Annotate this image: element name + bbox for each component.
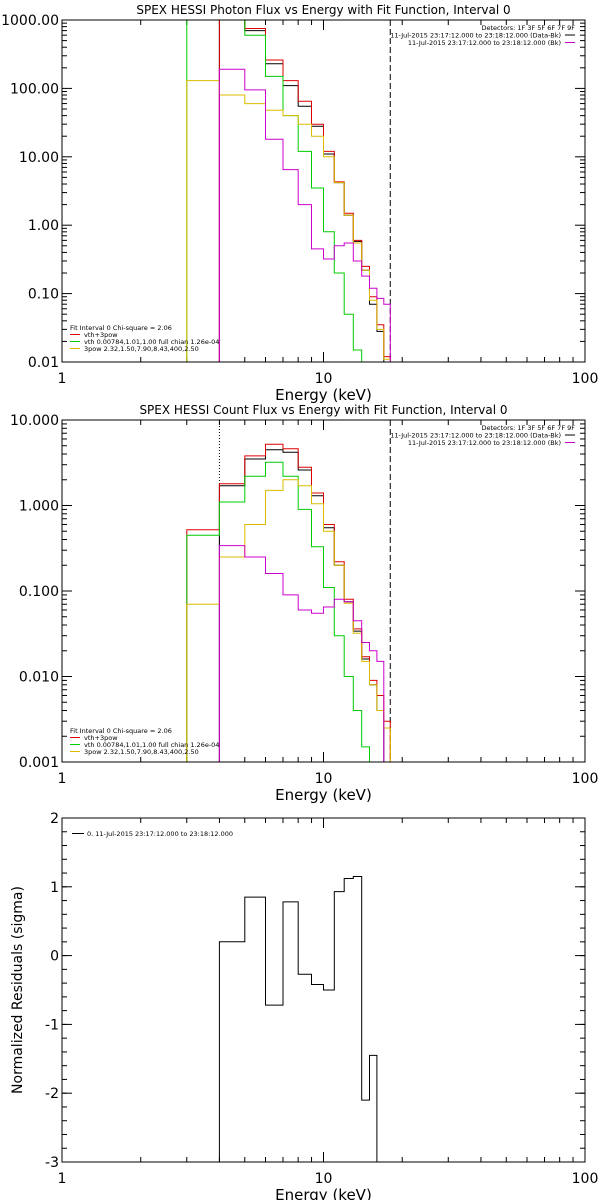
legend-fit-header: Fit Interval 0 Chi-square = 2.06 — [70, 727, 172, 735]
chart-panel-2: SPEX HESSI Count Flux vs Energy with Fit… — [10, 403, 598, 804]
y-tick-label: -2 — [45, 1086, 59, 1102]
series-3pow — [186, 479, 397, 762]
chart-title: SPEX HESSI Photon Flux vs Energy with Fi… — [136, 3, 510, 17]
x-axis-label: Energy (keV) — [275, 1186, 372, 1200]
x-tick-label: 10 — [315, 1171, 333, 1187]
x-tick-label: 10 — [315, 771, 333, 787]
y-tick-label: 2 — [50, 811, 59, 827]
plot-area — [186, 20, 397, 362]
y-tick-label: 0.010 — [19, 670, 59, 686]
y-tick-label: 10.000 — [10, 413, 59, 429]
legend-entry: 11-Jul-2015 23:17:12.000 to 23:18:12.000… — [390, 432, 561, 440]
x-tick-label: 1 — [58, 1171, 67, 1187]
plot-frame — [61, 19, 586, 363]
chart-panel-3: 1 10 100 -3 -2 -1 0 1 2 Energy (keV) Normalized Re… — [10, 811, 598, 1200]
x-tick-label: 1 — [58, 771, 67, 787]
series-residual — [218, 876, 378, 1162]
legend-entry: 11-Jul-2015 23:17:12.000 to 23:18:12.000… — [408, 39, 561, 47]
legend-entry: 11-Jul-2015 23:17:12.000 to 23:18:12.000… — [408, 439, 561, 447]
y-tick-label: 0.10 — [28, 287, 59, 303]
y-tick-label: 0.001 — [19, 755, 59, 771]
y-tick-label: 1000.00 — [1, 13, 59, 29]
legend-detectors: Detectors: 1F 3F 5F 6F 7F 9F — [481, 424, 575, 432]
y-tick-label: 0 — [50, 949, 59, 965]
legend-entry: 11-Jul-2015 23:17:12.000 to 23:18:12.000… — [390, 32, 561, 40]
x-tick-label: 100 — [572, 371, 599, 387]
legend-entry: vth+3pow — [84, 734, 118, 742]
x-tick-label: 100 — [572, 771, 599, 787]
plot-frame — [61, 817, 586, 1163]
y-tick-label: -1 — [45, 1017, 59, 1033]
legend-entry: vth 0.00784,1.01,1.00 full chian 1.26e-0… — [84, 338, 219, 346]
legend-entry: 0. 11-Jul-2015 23:17:12.000 to 23:18:12.… — [87, 830, 233, 838]
y-tick-label: 1.000 — [19, 499, 59, 515]
legend-entry: 3pow 2.32,1.50,7.90,8.43,400,2.50 — [84, 748, 199, 756]
y-tick-label: -3 — [45, 1155, 59, 1171]
series-vth — [186, 20, 370, 362]
x-axis-label: Energy (keV) — [275, 786, 372, 804]
x-tick-label: 100 — [572, 1171, 599, 1187]
series-vth — [186, 461, 370, 762]
series-bk — [218, 545, 385, 762]
chart-title: SPEX HESSI Count Flux vs Energy with Fit… — [139, 403, 507, 417]
series-3pow — [186, 80, 397, 362]
legend-entry: vth 0.00784,1.01,1.00 full chian 1.26e-0… — [84, 741, 219, 749]
x-axis-label: Energy (keV) — [275, 386, 372, 404]
y-axis-label: Normalized Residuals (sigma) — [10, 886, 26, 1094]
series-data-bk — [218, 449, 385, 762]
series-bk — [218, 68, 391, 362]
y-tick-label: 100.00 — [10, 81, 59, 97]
legend-fit-header: Fit Interval 0 Chi-square = 2.06 — [70, 324, 172, 332]
y-tick-label: 1 — [50, 880, 59, 896]
plot-area — [186, 420, 397, 762]
legend-entry: vth+3pow — [84, 331, 118, 339]
x-tick-label: 1 — [58, 371, 67, 387]
legend-detectors: Detectors: 1F 3F 5F 6F 7F 9F — [481, 24, 575, 32]
x-tick-label: 10 — [315, 371, 333, 387]
series-vth-3pow — [186, 443, 391, 762]
y-tick-label: 1.00 — [28, 218, 59, 234]
legend-entry: 3pow 2.32,1.50,7.90,8.43,400,2.50 — [84, 345, 199, 353]
plot-frame — [61, 419, 586, 763]
y-tick-label: 0.100 — [19, 584, 59, 600]
y-tick-label: 0.01 — [28, 355, 59, 371]
plot-area — [218, 876, 378, 1162]
y-tick-label: 10.00 — [19, 150, 59, 166]
chart-panel-1: SPEX HESSI Photon Flux vs Energy with Fi… — [1, 3, 598, 404]
